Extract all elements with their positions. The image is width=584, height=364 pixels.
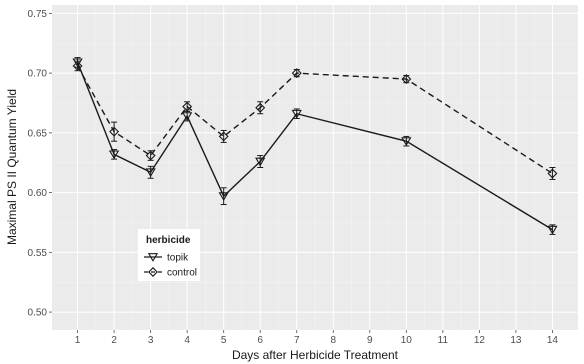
legend-key-marker (147, 253, 159, 262)
x-tick-label: 5 (221, 335, 227, 346)
x-tick-label: 6 (257, 335, 263, 346)
data-point-control (145, 150, 156, 161)
legend-box (138, 229, 200, 281)
data-point-control (291, 68, 302, 79)
legend-label-topik: topik (167, 253, 189, 264)
data-point-control (218, 131, 229, 142)
x-tick-label: 4 (184, 335, 190, 346)
data-point-topik (181, 112, 193, 121)
series-topik (72, 57, 558, 235)
series-control (72, 60, 558, 180)
legend-key-marker (148, 267, 158, 277)
x-tick-label: 12 (474, 335, 486, 346)
x-tick-label: 11 (438, 335, 449, 346)
y-tick-label: 0.70 (28, 69, 48, 80)
y-tick-label: 0.50 (28, 308, 48, 319)
legend-title: herbicide (146, 235, 191, 246)
x-tick-label: 2 (111, 335, 117, 346)
data-point-control (72, 60, 83, 71)
data-point-topik (72, 58, 83, 68)
minor-grid (52, 5, 578, 330)
y-axis-title: Maximal PS II Quantum Yield (5, 89, 19, 245)
x-tick-label: 10 (401, 335, 413, 346)
y-tick-label: 0.65 (28, 128, 48, 139)
data-point-control (547, 168, 558, 179)
legend-entries: topik control (144, 253, 197, 279)
data-point-control (401, 74, 412, 85)
x-tick-label: 8 (330, 335, 336, 346)
legend: herbicide topik control (138, 229, 200, 281)
y-tick-label: 0.75 (28, 9, 48, 20)
data-point-topik (255, 157, 266, 167)
y-tick-label: 0.60 (28, 188, 48, 199)
data-point-topik (547, 225, 558, 235)
y-tick-label: 0.55 (28, 248, 48, 259)
legend-label-control: control (167, 268, 197, 279)
data-point-topik (401, 137, 412, 147)
x-tick-label: 7 (294, 335, 300, 346)
y-axis: 0.50 0.55 0.60 0.65 0.70 0.75 (28, 9, 52, 319)
data-point-topik (108, 150, 120, 160)
series-layer (72, 57, 558, 235)
data-point-control (255, 102, 266, 113)
x-tick-label: 14 (547, 335, 559, 346)
x-tick-label: 1 (75, 335, 81, 346)
data-point-topik (218, 192, 229, 202)
x-tick-label: 13 (510, 335, 522, 346)
x-axis-title: Days after Herbicide Treatment (232, 348, 399, 362)
data-point-topik (145, 168, 156, 178)
data-point-control (109, 126, 120, 137)
data-point-topik (291, 109, 302, 119)
x-tick-label: 3 (148, 335, 154, 346)
x-axis: 1 2 3 4 5 6 7 8 9 10 11 12 13 14 (75, 330, 559, 346)
x-tick-label: 9 (367, 335, 373, 346)
major-grid (52, 5, 578, 330)
data-point-control (182, 101, 193, 112)
